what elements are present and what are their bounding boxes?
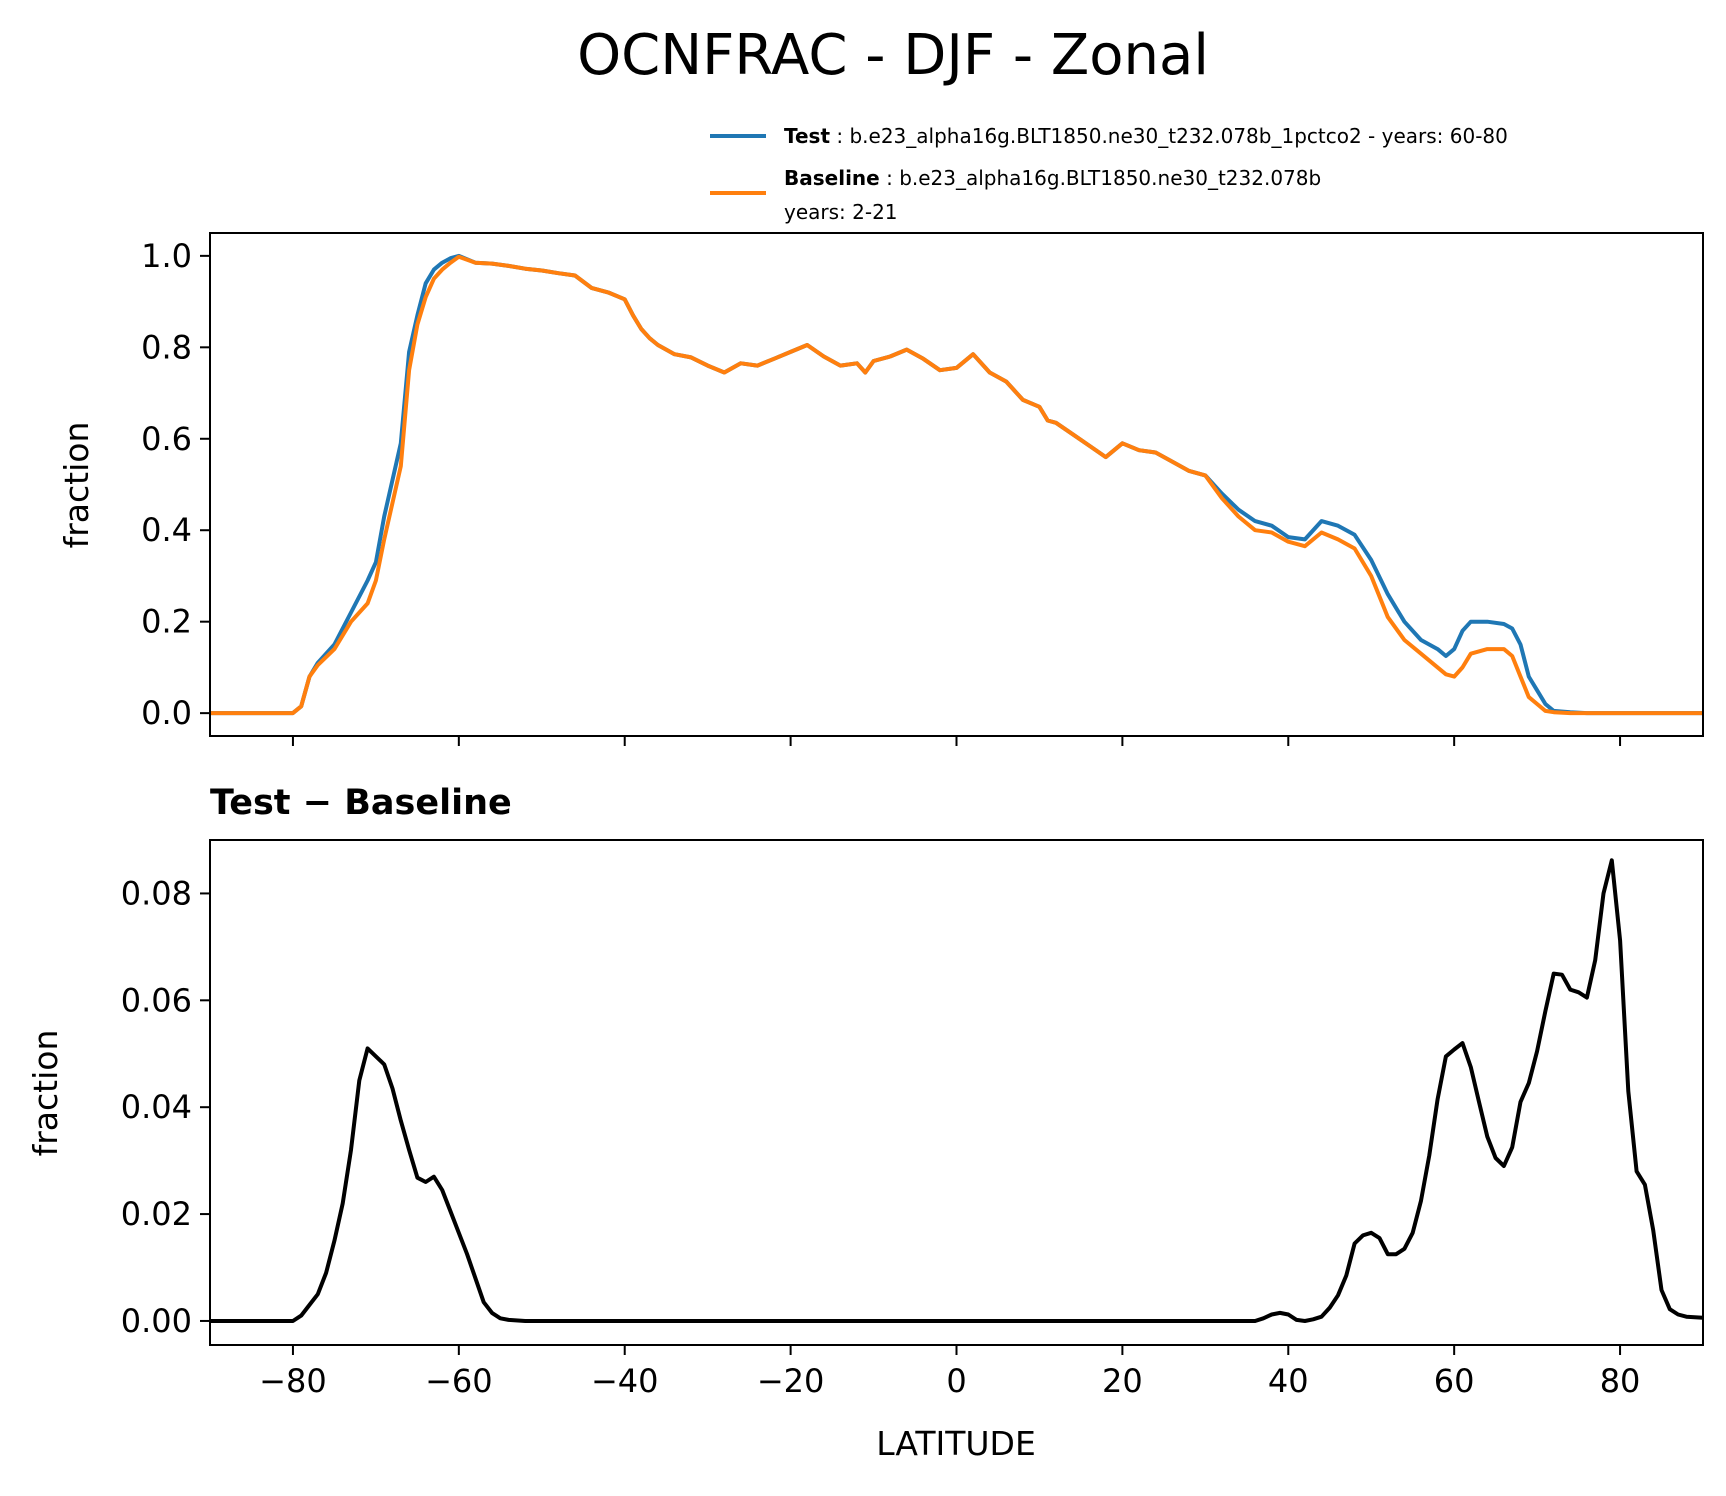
bottom-y-ticks: 0.00 0.02 0.04 0.06 0.08 bbox=[121, 874, 210, 1340]
legend-test-sep: : bbox=[830, 124, 849, 148]
x-tick-label-5: 20 bbox=[1102, 1362, 1143, 1400]
top-series bbox=[210, 253, 1703, 716]
x-tick-label-0: −80 bbox=[259, 1362, 327, 1400]
legend-test-label: Test bbox=[784, 124, 830, 148]
legend-baseline-entry: Baseline : b.e23_alpha16g.BLT1850.ne30_t… bbox=[784, 166, 1321, 190]
bottom-series-line-difference bbox=[210, 858, 1703, 1323]
top-y-tick-label-1: 0.2 bbox=[141, 603, 192, 641]
x-tick-label-1: −60 bbox=[425, 1362, 493, 1400]
legend-test-entry: Test : b.e23_alpha16g.BLT1850.ne30_t232.… bbox=[784, 124, 1508, 148]
bottom-x-ticks: −80 −60 −40 −20 0 20 40 60 80 bbox=[259, 1345, 1640, 1400]
x-tick-label-3: −20 bbox=[757, 1362, 825, 1400]
top-series-line-test bbox=[210, 253, 1703, 716]
legend-baseline-label: Baseline bbox=[784, 166, 880, 190]
bottom-y-tick-label-2: 0.04 bbox=[121, 1088, 192, 1126]
x-tick-label-2: −40 bbox=[591, 1362, 659, 1400]
x-tick-label-7: 60 bbox=[1434, 1362, 1475, 1400]
bottom-y-tick-label-4: 0.08 bbox=[121, 874, 192, 912]
top-y-tick-label-2: 0.4 bbox=[141, 511, 192, 549]
top-axes-frame bbox=[209, 232, 1704, 737]
bottom-y-label: fraction bbox=[26, 1030, 65, 1157]
diff-panel-title: Test − Baseline bbox=[210, 783, 512, 823]
top-y-tick-label-5: 1.0 bbox=[141, 237, 192, 275]
bottom-y-tick-label-1: 0.02 bbox=[121, 1195, 192, 1233]
legend-baseline-sep: : bbox=[880, 166, 899, 190]
top-y-tick-label-4: 0.8 bbox=[141, 328, 192, 366]
top-y-tick-label-0: 0.0 bbox=[141, 694, 192, 732]
top-y-tick-label-3: 0.6 bbox=[141, 420, 192, 458]
top-panel: 0.0 0.2 0.4 0.6 0.8 1.0 fraction bbox=[57, 232, 1704, 746]
x-tick-label-8: 80 bbox=[1600, 1362, 1641, 1400]
bottom-y-tick-label-0: 0.00 bbox=[121, 1302, 192, 1340]
x-tick-label-6: 40 bbox=[1268, 1362, 1309, 1400]
bottom-axes-frame bbox=[209, 839, 1704, 1346]
top-x-ticks bbox=[291, 736, 1622, 746]
legend: Test : b.e23_alpha16g.BLT1850.ne30_t232.… bbox=[710, 124, 1508, 224]
bottom-panel: Test − Baseline 0.00 0.02 0.04 0.06 0.08 −80… bbox=[26, 783, 1704, 1463]
legend-baseline-text: b.e23_alpha16g.BLT1850.ne30_t232.078b bbox=[899, 166, 1321, 190]
bottom-series bbox=[210, 858, 1703, 1323]
legend-baseline-text-2: years: 2-21 bbox=[784, 200, 898, 224]
x-tick-label-4: 0 bbox=[946, 1362, 966, 1400]
top-y-label: fraction bbox=[57, 422, 96, 549]
legend-test-text: b.e23_alpha16g.BLT1850.ne30_t232.078b_1p… bbox=[849, 124, 1507, 148]
top-series-line-baseline bbox=[210, 254, 1703, 716]
chart-title: OCNFRAC - DJF - Zonal bbox=[577, 23, 1209, 88]
bottom-y-tick-label-3: 0.06 bbox=[121, 981, 192, 1019]
top-y-ticks: 0.0 0.2 0.4 0.6 0.8 1.0 bbox=[141, 237, 210, 732]
x-axis-label: LATITUDE bbox=[876, 1424, 1036, 1463]
